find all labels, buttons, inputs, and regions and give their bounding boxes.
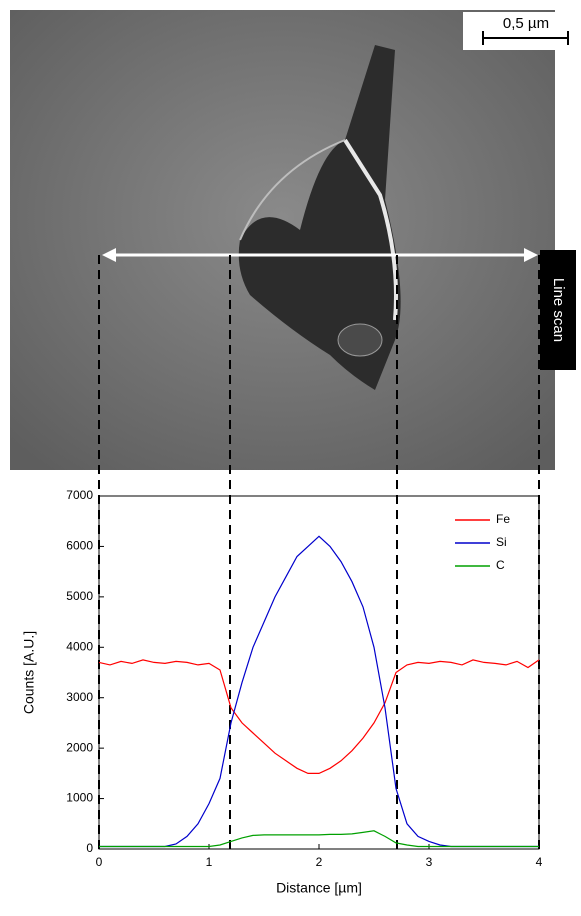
line-scan-label: Line scan xyxy=(550,278,567,342)
y-tick-label: 4000 xyxy=(66,639,93,653)
x-tick-label: 3 xyxy=(426,855,433,869)
line-scan-box xyxy=(540,250,576,370)
sem-image xyxy=(10,10,555,470)
scan-arrow xyxy=(102,248,538,262)
plot-frame xyxy=(98,495,540,850)
x-tick-label: 2 xyxy=(316,855,323,869)
y-tick-label: 1000 xyxy=(66,791,93,805)
x-tick-label: 4 xyxy=(536,855,543,869)
x-axis-label: Distance [µm] xyxy=(276,880,362,896)
y-tick-label: 0 xyxy=(86,841,93,855)
y-tick-label: 7000 xyxy=(66,488,93,502)
series-line xyxy=(99,535,539,848)
x-tick-label: 1 xyxy=(206,855,213,869)
legend-label: Fe xyxy=(496,512,510,526)
scale-label: 0,5 µm xyxy=(503,15,549,32)
x-tick-label: 0 xyxy=(96,855,103,869)
y-tick-label: 2000 xyxy=(66,740,93,754)
series-line xyxy=(98,659,540,774)
series-line xyxy=(99,830,539,848)
scale-bar: 0,5 µm xyxy=(463,12,573,50)
legend-label: C xyxy=(496,558,505,572)
legend-label: Si xyxy=(496,535,507,549)
y-tick-label: 3000 xyxy=(66,690,93,704)
y-tick-label: 6000 xyxy=(66,539,93,553)
y-axis-label: Counts [A.U.] xyxy=(21,631,37,714)
y-tick-label: 5000 xyxy=(66,589,93,603)
